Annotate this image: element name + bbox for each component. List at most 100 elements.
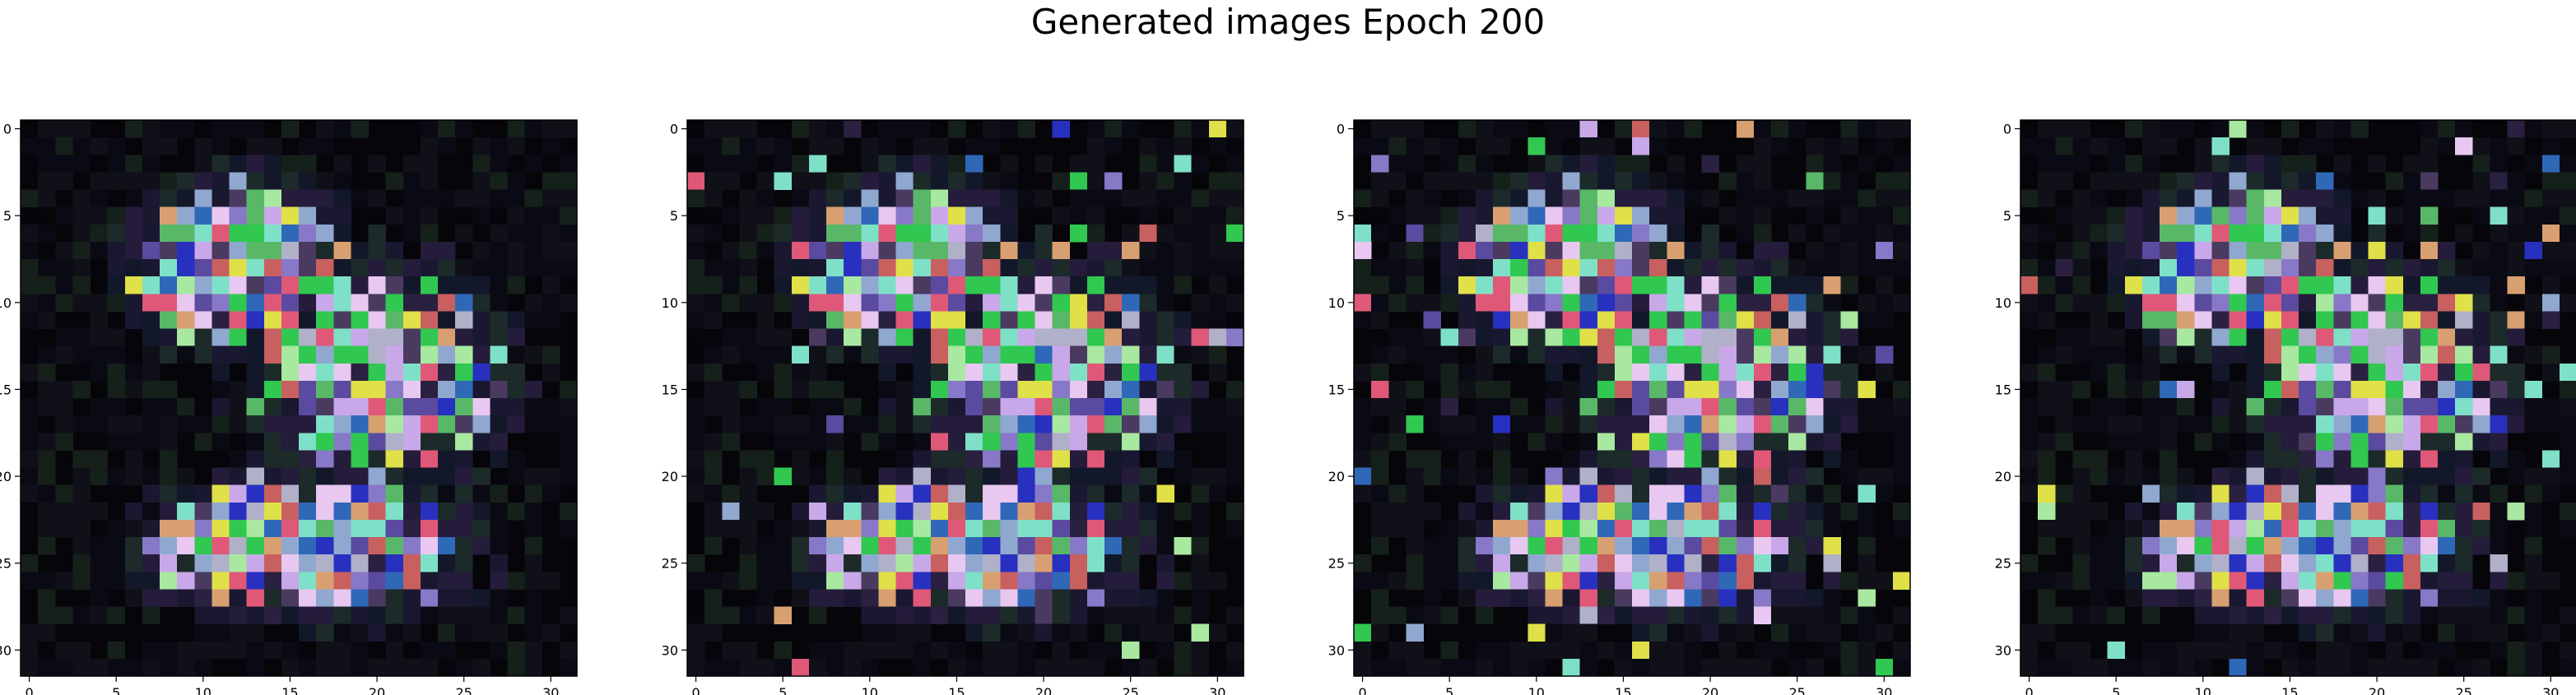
pixel xyxy=(72,519,91,538)
pixel xyxy=(2559,450,2576,468)
pixel xyxy=(947,484,966,503)
pixel xyxy=(177,276,195,294)
pixel xyxy=(2107,241,2126,260)
pixel xyxy=(1840,380,1859,399)
pixel xyxy=(21,189,39,208)
pixel xyxy=(2524,155,2543,173)
pixel xyxy=(1892,572,1911,590)
pixel xyxy=(299,606,317,625)
pixel xyxy=(1806,467,1824,486)
pixel xyxy=(385,380,404,399)
pixel xyxy=(1806,537,1824,555)
pixel xyxy=(2090,537,2109,555)
pixel xyxy=(1156,519,1174,538)
pixel xyxy=(2038,276,2056,294)
pixel xyxy=(2559,120,2576,138)
pixel xyxy=(72,572,91,590)
pixel xyxy=(1684,259,1702,277)
pixel xyxy=(455,623,473,642)
pixel xyxy=(2263,189,2282,208)
pixel xyxy=(351,294,369,312)
pixel xyxy=(2438,137,2456,155)
pixel xyxy=(2072,502,2090,521)
pixel xyxy=(316,433,334,451)
pixel xyxy=(2472,623,2490,642)
pixel xyxy=(913,589,932,607)
pixel xyxy=(913,398,932,416)
pixel xyxy=(2350,398,2369,416)
pixel xyxy=(2246,380,2265,399)
pixel xyxy=(142,172,160,190)
pixel xyxy=(281,519,300,538)
pixel xyxy=(420,311,439,329)
pixel xyxy=(524,345,543,364)
pixel xyxy=(2350,641,2369,660)
pixel xyxy=(2507,502,2526,521)
pixel xyxy=(2455,137,2473,155)
pixel xyxy=(1701,415,1720,433)
pixel xyxy=(2524,502,2543,521)
pixel xyxy=(542,189,560,208)
pixel xyxy=(1718,554,1737,572)
pixel xyxy=(438,467,456,486)
pixel xyxy=(124,467,143,486)
pixel xyxy=(263,328,282,347)
pixel xyxy=(2124,241,2143,260)
pixel xyxy=(2490,554,2508,572)
pixel xyxy=(2055,398,2073,416)
pixel xyxy=(38,155,56,173)
pixel xyxy=(160,120,178,138)
pixel xyxy=(2350,311,2369,329)
pixel xyxy=(1052,241,1071,260)
pixel xyxy=(1736,398,1755,416)
pixel xyxy=(420,224,439,243)
pixel xyxy=(1406,484,1424,503)
pixel xyxy=(2246,155,2265,173)
pixel xyxy=(490,137,508,155)
pixel xyxy=(2524,311,2543,329)
pixel xyxy=(2263,363,2282,382)
pixel xyxy=(756,311,775,329)
pixel xyxy=(229,519,248,538)
pixel xyxy=(1122,415,1140,433)
pixel xyxy=(2141,433,2160,451)
pixel xyxy=(1545,120,1563,138)
pixel xyxy=(1493,537,1511,555)
pixel xyxy=(1632,311,1650,329)
pixel xyxy=(2524,415,2543,433)
pixel xyxy=(1806,155,1824,173)
pixel xyxy=(2090,554,2109,572)
pixel xyxy=(1632,155,1650,173)
pixel xyxy=(55,120,73,138)
pixel xyxy=(878,589,896,607)
pixel xyxy=(1788,623,1806,642)
pixel xyxy=(2038,259,2056,277)
pixel xyxy=(490,433,508,451)
pixel xyxy=(1892,189,1911,208)
pixel xyxy=(472,276,491,294)
pixel xyxy=(1156,484,1174,503)
pixel xyxy=(2124,311,2143,329)
pixel xyxy=(2350,554,2369,572)
pixel xyxy=(2177,294,2195,312)
pixel xyxy=(559,206,578,225)
pixel xyxy=(90,606,109,625)
pixel xyxy=(1771,311,1789,329)
pixel xyxy=(826,328,844,347)
pixel xyxy=(2107,658,2126,677)
pixel xyxy=(1174,172,1193,190)
pixel xyxy=(2455,467,2473,486)
pixel xyxy=(1510,641,1528,660)
pixel xyxy=(246,467,265,486)
pixel xyxy=(1086,259,1105,277)
pixel xyxy=(1736,172,1755,190)
pixel xyxy=(1649,189,1667,208)
pixel xyxy=(2524,398,2543,416)
pixel xyxy=(1017,554,1035,572)
pixel xyxy=(1788,276,1806,294)
pixel xyxy=(1527,189,1546,208)
pixel xyxy=(2281,276,2299,294)
pixel xyxy=(913,120,932,138)
pixel xyxy=(38,658,56,677)
pixel xyxy=(160,206,178,225)
